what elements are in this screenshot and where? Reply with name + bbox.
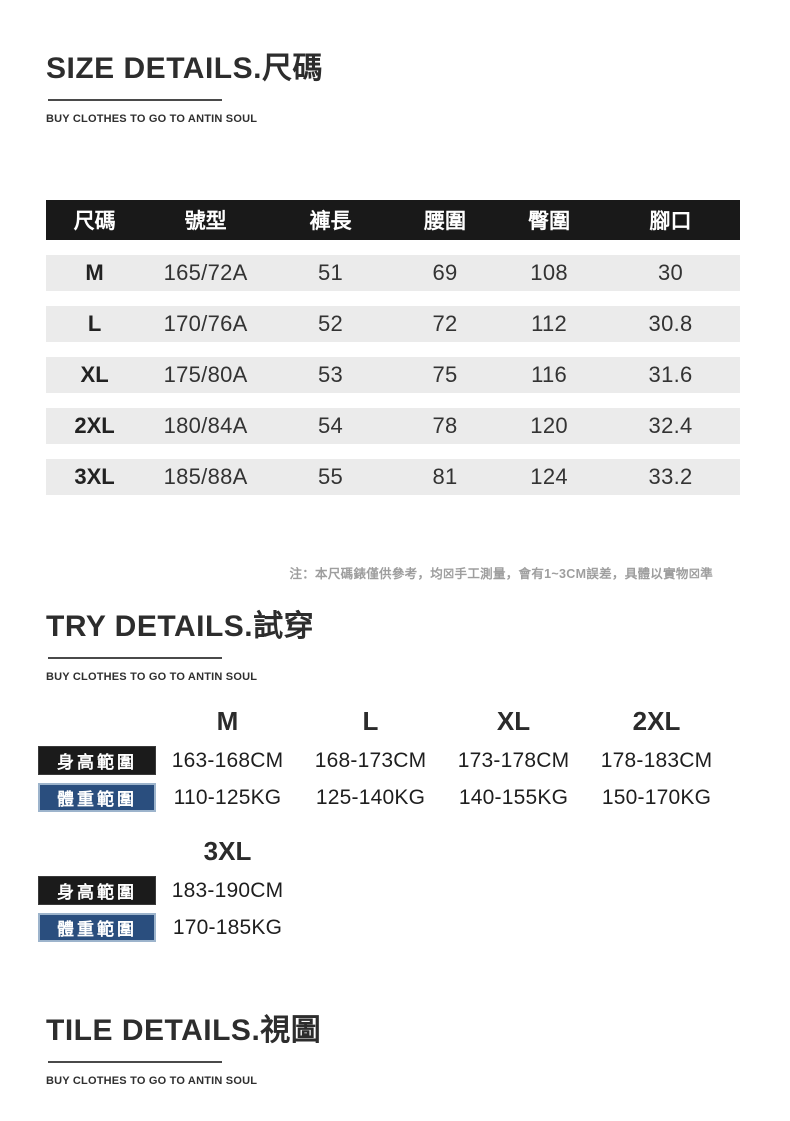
model-cell: 180/84A <box>163 413 248 438</box>
model-cell: 175/80A <box>163 362 248 387</box>
weight-value-2xl: 150-170KG <box>601 786 712 809</box>
size-table-header-row: 尺碼 號型 褲長 腰圍 臀圍 腳口 <box>46 200 740 240</box>
size-note: 注：本尺碼錶僅供參考，均☒手工測量，會有1~3CM誤差，具體以實物☒準 <box>289 567 713 581</box>
size-section-title: SIZE DETAILS.尺碼 <box>46 52 323 85</box>
size-cell: XL <box>80 362 109 387</box>
weight-value-l: 125-140KG <box>315 786 426 809</box>
size-table-header-waist: 腰圍 <box>424 210 467 233</box>
cuff-cell: 30.8 <box>648 311 693 336</box>
height-value-3xl: 183-190CM <box>171 879 284 902</box>
height-range-badge: 身高範圍 <box>38 746 156 775</box>
hip-cell: 120 <box>530 413 568 438</box>
size-section-underline <box>48 99 222 101</box>
try-section-header: TRY DETAILS.試穿 BUY CLOTHES TO GO TO ANTI… <box>46 610 314 683</box>
size-section-subtitle: BUY CLOTHES TO GO TO ANTIN SOUL <box>46 113 258 125</box>
size-table-header-cuff: 腳口 <box>649 210 692 233</box>
weight-range-badge-cell: 體重範圍 <box>38 909 156 946</box>
try-col-header-m: M <box>216 706 239 736</box>
tile-section-subtitle: BUY CLOTHES TO GO TO ANTIN SOUL <box>46 1075 258 1087</box>
size-cell: 2XL <box>74 413 115 438</box>
weight-range-badge: 體重範圍 <box>38 783 156 812</box>
hip-cell: 124 <box>530 464 568 489</box>
size-cell: L <box>87 311 102 336</box>
height-value-m: 163-168CM <box>171 749 284 772</box>
tile-section-underline <box>48 1061 222 1063</box>
waist-cell: 69 <box>432 260 458 285</box>
try-col-header-l: L <box>362 706 379 736</box>
height-value-2xl: 178-183CM <box>600 749 713 772</box>
hip-cell: 116 <box>531 362 568 387</box>
try-col-header-xl: XL <box>496 706 531 736</box>
height-range-badge: 身高範圍 <box>38 876 156 905</box>
size-table-header-hip: 臀圍 <box>528 210 571 233</box>
try-table-group-1: M L XL 2XL 身高範圍 163-168CM 168-173CM 173-… <box>38 700 728 816</box>
height-range-badge-cell: 身高範圍 <box>38 872 156 909</box>
size-table: 尺碼 號型 褲長 腰圍 臀圍 腳口 M 165/72A 51 69 108 30… <box>46 200 740 495</box>
weight-range-badge-cell: 體重範圍 <box>38 779 156 816</box>
length-cell: 53 <box>317 362 344 387</box>
weight-value-m: 110-125KG <box>173 786 282 809</box>
cuff-cell: 32.4 <box>648 413 693 438</box>
cuff-cell: 31.6 <box>648 362 693 387</box>
size-table-header-model: 號型 <box>184 210 227 233</box>
waist-cell: 72 <box>432 311 458 336</box>
size-table-row-xl: XL 175/80A 53 75 116 31.6 <box>46 357 740 393</box>
try-section-subtitle: BUY CLOTHES TO GO TO ANTIN SOUL <box>46 671 258 683</box>
cuff-cell: 30 <box>658 260 684 285</box>
waist-cell: 78 <box>432 413 458 438</box>
model-cell: 170/76A <box>163 311 248 336</box>
try-section-underline <box>48 657 222 659</box>
weight-range-badge: 體重範圍 <box>38 913 156 942</box>
model-cell: 165/72A <box>163 260 248 285</box>
cuff-cell: 33.2 <box>648 464 693 489</box>
size-table-row-2xl: 2XL 180/84A 54 78 120 32.4 <box>46 408 740 444</box>
length-cell: 55 <box>317 464 344 489</box>
try-col-header-3xl: 3XL <box>203 836 252 866</box>
try-col-header-2xl: 2XL <box>632 706 681 736</box>
weight-value-xl: 140-155KG <box>458 786 569 809</box>
length-cell: 52 <box>317 311 344 336</box>
try-table-group-2: 3XL 身高範圍 183-190CM 體重範圍 170-185KG <box>38 830 728 946</box>
size-table-row-m: M 165/72A 51 69 108 30 <box>46 255 740 291</box>
height-value-xl: 173-178CM <box>457 749 570 772</box>
height-value-l: 168-173CM <box>314 749 427 772</box>
length-cell: 54 <box>317 413 344 438</box>
tile-section-header: TILE DETAILS.視圖 BUY CLOTHES TO GO TO ANT… <box>46 1014 321 1087</box>
size-table-row-l: L 170/76A 52 72 112 30.8 <box>46 306 740 342</box>
height-range-badge-cell: 身高範圍 <box>38 742 156 779</box>
model-cell: 185/88A <box>163 464 248 489</box>
size-section-header: SIZE DETAILS.尺碼 BUY CLOTHES TO GO TO ANT… <box>46 52 323 125</box>
try-section-title: TRY DETAILS.試穿 <box>46 610 315 643</box>
tile-section-title: TILE DETAILS.視圖 <box>46 1014 322 1047</box>
try-table: M L XL 2XL 身高範圍 163-168CM 168-173CM 173-… <box>38 700 728 946</box>
size-cell: M <box>85 260 104 285</box>
size-table-row-3xl: 3XL 185/88A 55 81 124 33.2 <box>46 459 740 495</box>
waist-cell: 75 <box>432 362 458 387</box>
size-table-header-size: 尺碼 <box>73 210 116 233</box>
size-table-header-length: 褲長 <box>309 210 352 233</box>
weight-value-3xl: 170-185KG <box>172 916 283 939</box>
hip-cell: 112 <box>531 311 568 336</box>
hip-cell: 108 <box>530 260 568 285</box>
size-cell: 3XL <box>74 464 115 489</box>
waist-cell: 81 <box>432 464 458 489</box>
length-cell: 51 <box>317 260 344 285</box>
